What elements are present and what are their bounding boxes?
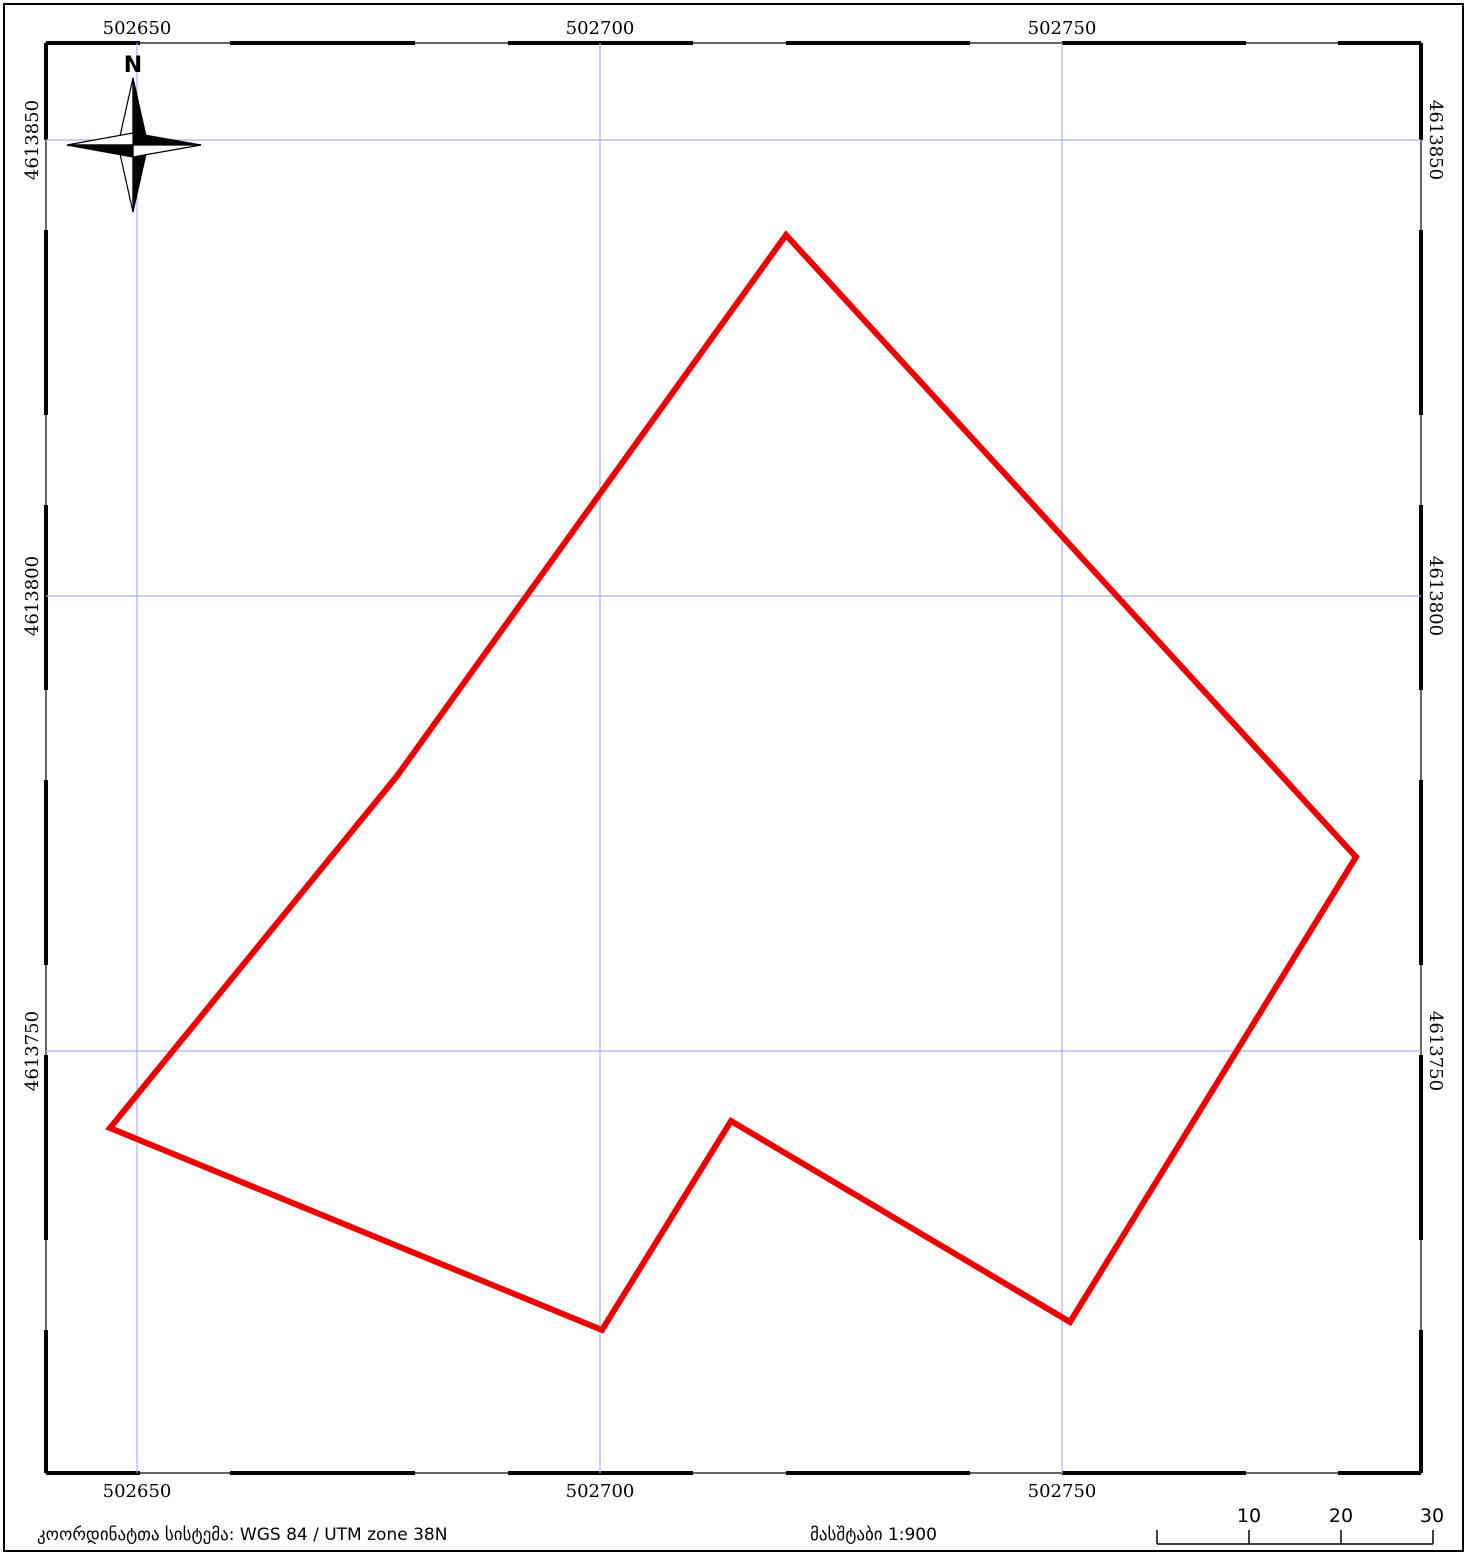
grid-label-left-3: 4613750 <box>22 1011 43 1091</box>
grid-label-top-1: 502650 <box>103 18 172 39</box>
grid-label-bottom-1: 502650 <box>103 1481 172 1502</box>
map-frame <box>44 41 1423 1475</box>
scale-text: მასშტაბი 1:900 <box>810 1525 937 1545</box>
grid-label-bottom-3: 502750 <box>1028 1481 1097 1502</box>
grid-label-bottom-2: 502700 <box>566 1481 635 1502</box>
parcel-boundary[interactable] <box>105 230 1360 1334</box>
scale-bar-label-10: 10 <box>1237 1505 1261 1527</box>
grid-label-left-1: 4613850 <box>22 100 43 180</box>
compass-rose-icon <box>66 77 202 213</box>
coordinate-system-text: კოორდინატთა სისტემა: WGS 84 / UTM zone 3… <box>37 1525 447 1545</box>
coordinate-grid <box>46 43 1421 1473</box>
scale-bar <box>1156 1530 1434 1545</box>
grid-label-left-2: 4613800 <box>22 556 43 636</box>
grid-label-top-2: 502700 <box>566 18 635 39</box>
grid-label-top-3: 502750 <box>1028 18 1097 39</box>
grid-label-right-1: 4613850 <box>1425 100 1446 180</box>
grid-label-right-3: 4613750 <box>1425 1011 1446 1091</box>
scale-bar-label-30: 30 <box>1420 1505 1444 1527</box>
north-label: N <box>124 53 142 78</box>
page-frame <box>3 3 1464 1552</box>
scale-bar-label-20: 20 <box>1329 1505 1353 1527</box>
grid-label-right-2: 4613800 <box>1425 556 1446 636</box>
